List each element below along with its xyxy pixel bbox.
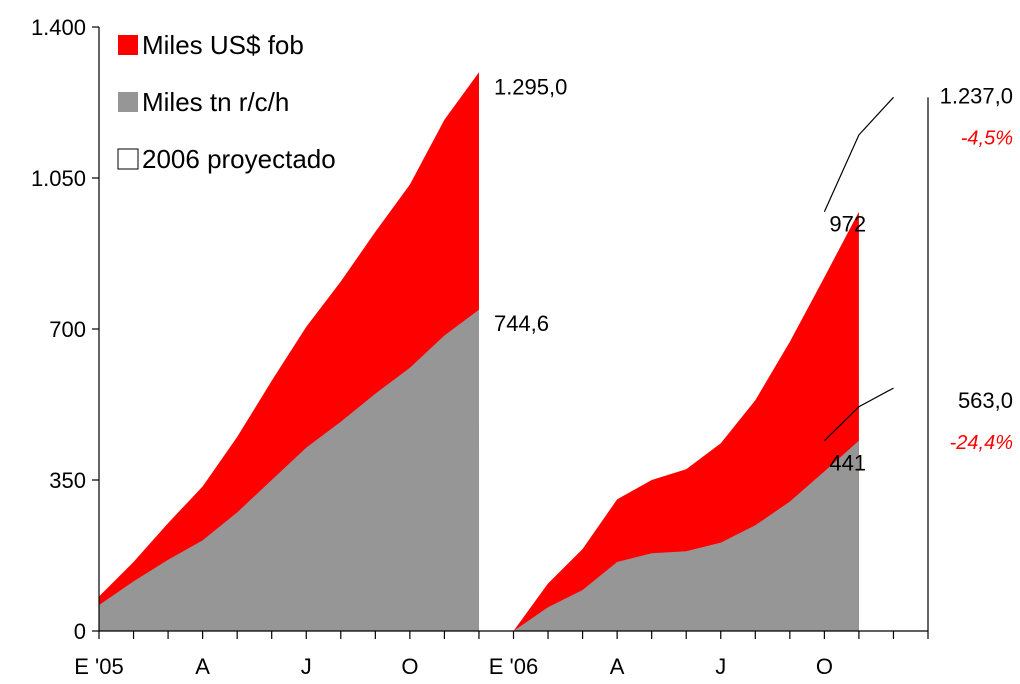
legend-label: Miles US$ fob <box>142 30 304 60</box>
area-series-group <box>99 72 859 632</box>
area-tn-2006 <box>513 440 859 631</box>
y-tick-label: 350 <box>49 468 86 493</box>
legend-label: 2006 proyectado <box>142 144 336 174</box>
legend-swatch <box>118 92 138 112</box>
x-tick-label: J <box>301 654 312 679</box>
projection-line-fob <box>823 96 894 212</box>
legend-label: Miles tn r/c/h <box>142 87 289 117</box>
y-tick-label: 700 <box>49 317 86 342</box>
projection-line-tn <box>823 387 894 442</box>
y-tick-label: 1.050 <box>31 166 86 191</box>
area-tn-2005 <box>99 309 479 631</box>
data-label: 744,6 <box>494 311 549 336</box>
data-label: 972 <box>829 212 866 237</box>
y-tick-label: 0 <box>74 619 86 644</box>
x-tick-label: O <box>816 654 833 679</box>
projection-lines-group <box>823 96 929 631</box>
x-tick-label: O <box>401 654 418 679</box>
data-label: 441 <box>829 451 866 476</box>
x-tick-label: E '05 <box>74 654 123 679</box>
axes-group: 0 350 700 1.050 1.400 E '05 A J O E '06 A J O <box>31 15 929 679</box>
legend: Miles US$ fob Miles tn r/c/h 2006 proyecta… <box>117 30 336 174</box>
legend-swatch <box>117 148 139 170</box>
y-tick-label: 1.400 <box>31 15 86 40</box>
x-tick-label: J <box>715 654 726 679</box>
data-label: -4,5% <box>961 127 1013 149</box>
data-label: 1.237,0 <box>940 83 1013 108</box>
x-tick-label: E '06 <box>489 654 538 679</box>
x-tick-label: A <box>610 654 625 679</box>
x-tick-label: A <box>195 654 210 679</box>
data-label: -24,4% <box>950 432 1013 454</box>
legend-swatch <box>118 35 138 55</box>
data-label: 1.295,0 <box>494 74 567 99</box>
annotations-group: 1.295,0 744,6 972 441 1.237,0 -4,5% 563,0 -24,4… <box>494 74 1013 475</box>
data-label: 563,0 <box>958 388 1013 413</box>
